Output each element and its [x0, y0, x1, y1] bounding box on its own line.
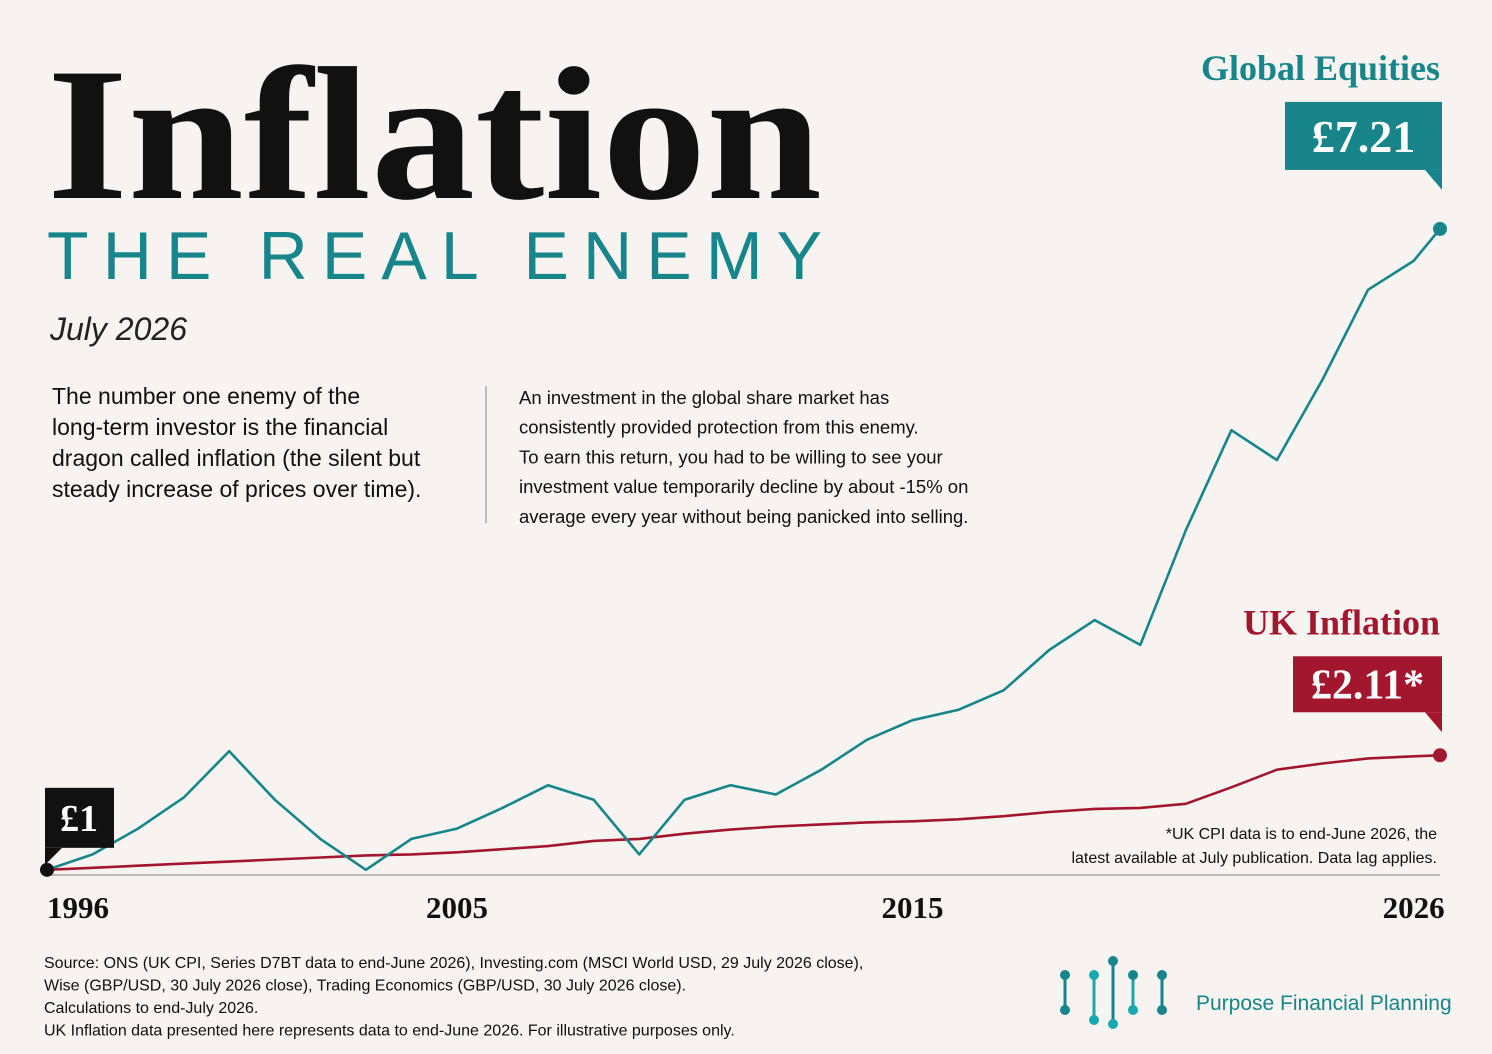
callout-label: £2.11* [1311, 662, 1424, 708]
source-line: UK Inflation data presented here represe… [44, 1023, 735, 1040]
footnote-line: *UK CPI data is to end-June 2026, the [1166, 826, 1437, 843]
source-line: Source: ONS (UK CPI, Series D7BT data to… [44, 955, 863, 972]
x-tick-label: 2015 [882, 890, 944, 925]
body-line: investment value temporarily decline by … [519, 476, 968, 497]
body-line: consistently provided protection from th… [519, 417, 919, 438]
callout-tail [1425, 169, 1442, 190]
footnote-line: latest available at July publication. Da… [1071, 850, 1437, 867]
intro-line: long-term investor is the financial [52, 414, 388, 440]
source-line: Wise (GBP/USD, 30 July 2026 close), Trad… [44, 978, 686, 995]
logo [1060, 956, 1167, 1029]
callout-tail [45, 847, 62, 865]
series-name: UK Inflation [1243, 602, 1440, 642]
body-line: average every year without being panicke… [519, 506, 968, 527]
title: Inflation [47, 30, 822, 240]
end-dot [1433, 221, 1447, 236]
callout-box [1285, 101, 1442, 170]
series-line [46, 228, 1442, 872]
callout-label: £1 [60, 798, 98, 840]
callout-box [45, 787, 114, 848]
x-tick-label: 1996 [47, 890, 109, 925]
brand: Purpose Financial Planning [1196, 992, 1452, 1015]
callout-tail [1425, 712, 1442, 733]
intro-line: steady increase of prices over time). [52, 476, 421, 502]
body-line: To earn this return, you had to be willi… [519, 446, 943, 467]
callout-box [1293, 656, 1442, 713]
intro-line: dragon called inflation (the silent but [52, 445, 421, 471]
intro-line: The number one enemy of the [52, 383, 360, 409]
series-name: Global Equities [1201, 48, 1440, 88]
callout-label: £7.21 [1312, 111, 1416, 162]
callout-dot [40, 862, 54, 877]
source-line: Calculations to end-July 2026. [44, 1000, 258, 1017]
date: July 2026 [49, 311, 187, 347]
end-dot [1433, 748, 1447, 763]
body-line: An investment in the global share market… [519, 387, 889, 408]
x-tick-label: 2005 [426, 890, 488, 925]
x-tick-label: 2026 [1383, 890, 1445, 925]
series-line [46, 754, 1441, 872]
